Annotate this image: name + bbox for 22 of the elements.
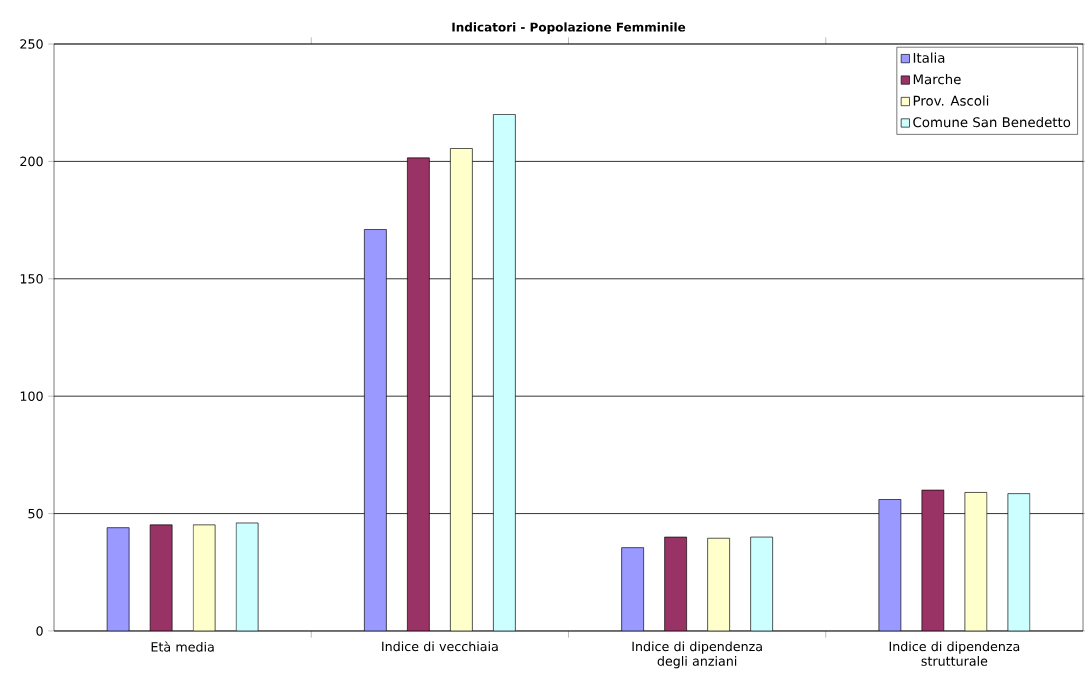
bar bbox=[621, 547, 644, 631]
y-tick-label: 0 bbox=[36, 626, 43, 636]
y-tick-label: 200 bbox=[20, 156, 43, 167]
legend-label: Italia bbox=[913, 52, 945, 63]
legend-label: Comune San Benedetto bbox=[913, 116, 1071, 128]
chart-title: Indicatori - Popolazione Femminile bbox=[452, 22, 686, 34]
x-tick-label: Età media bbox=[151, 641, 214, 652]
y-tick-label: 50 bbox=[28, 508, 43, 519]
bar bbox=[364, 229, 387, 631]
bar bbox=[407, 157, 430, 631]
x-tick-label: Indice di vecchiaia bbox=[382, 641, 498, 652]
bar bbox=[921, 489, 945, 631]
y-tick-label: 250 bbox=[20, 39, 43, 49]
legend-label: Marche bbox=[913, 73, 961, 85]
x-tick-label: Indice di dipendenza strutturale bbox=[889, 641, 1020, 666]
x-tick-label: Indice di dipendenza degli anziani bbox=[632, 641, 762, 669]
y-tick-label: 100 bbox=[20, 391, 43, 401]
bar bbox=[664, 536, 687, 631]
legend-label: Prov. Ascoli bbox=[913, 95, 989, 106]
y-tick-label: 150 bbox=[20, 273, 43, 284]
bar bbox=[878, 499, 902, 631]
bar bbox=[106, 527, 130, 631]
